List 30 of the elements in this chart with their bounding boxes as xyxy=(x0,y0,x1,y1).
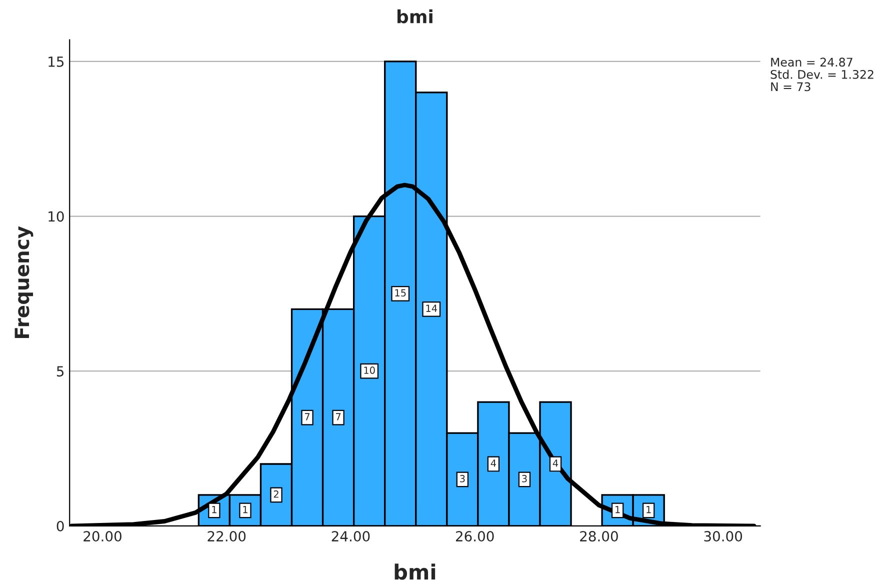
y-tick-label: 15 xyxy=(48,56,64,67)
data-label: 4 xyxy=(552,460,558,467)
data-label: 3 xyxy=(460,474,465,482)
data-label: 7 xyxy=(304,413,310,420)
y-tick-label: 10 xyxy=(48,211,64,222)
x-tick-label: 24.00 xyxy=(332,531,370,542)
x-axis-title: bmi xyxy=(394,564,436,580)
data-label: 1 xyxy=(243,506,248,514)
x-tick-label: 30.00 xyxy=(704,531,742,542)
data-label: 1 xyxy=(212,506,216,514)
text: Mean = 24.87 xyxy=(771,58,852,67)
x-tick-label: 20.00 xyxy=(84,531,122,542)
x-tick-label: 26.00 xyxy=(456,531,494,542)
y-tick-label: 0 xyxy=(56,520,64,532)
data-label: 7 xyxy=(336,413,341,420)
x-tick-label: 22.00 xyxy=(208,531,246,542)
data-label: 15 xyxy=(395,289,406,297)
data-label: 4 xyxy=(490,460,496,467)
text: Std. Dev. = 1.322 xyxy=(770,70,874,79)
data-label: 2 xyxy=(274,490,278,498)
y-axis-title: Frequency xyxy=(14,226,34,338)
data-label: 10 xyxy=(364,366,375,374)
y-tick-label: 5 xyxy=(56,366,64,377)
data-label: 14 xyxy=(426,304,438,312)
data-label: 1 xyxy=(616,506,620,514)
text: N = 73 xyxy=(771,82,810,92)
data-label: 3 xyxy=(522,474,527,482)
chart-title: bmi xyxy=(398,9,432,24)
data-label: 1 xyxy=(646,506,651,514)
x-tick-label: 28.00 xyxy=(580,531,618,542)
